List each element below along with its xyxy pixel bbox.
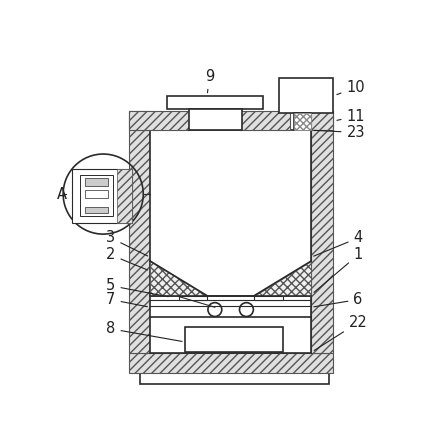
Bar <box>310 111 332 130</box>
Text: 4: 4 <box>313 230 362 256</box>
Text: 7: 7 <box>106 292 147 307</box>
Bar <box>293 113 310 130</box>
Bar <box>128 111 190 130</box>
Bar <box>72 169 132 222</box>
Bar <box>278 78 332 113</box>
Polygon shape <box>253 261 310 296</box>
Text: 9: 9 <box>204 69 214 93</box>
Bar <box>293 113 310 130</box>
Text: 2: 2 <box>106 247 147 270</box>
Bar <box>128 354 332 373</box>
Bar <box>188 109 241 130</box>
Text: 3: 3 <box>106 230 147 256</box>
Bar <box>150 130 310 354</box>
Bar <box>140 373 328 384</box>
Bar <box>80 175 113 216</box>
Text: 10: 10 <box>336 80 364 95</box>
Bar <box>184 326 282 352</box>
Bar <box>85 178 108 186</box>
Text: 22: 22 <box>313 315 367 350</box>
Bar <box>85 190 108 198</box>
Bar <box>85 207 108 214</box>
Text: 1: 1 <box>313 247 362 292</box>
Text: 6: 6 <box>313 292 362 307</box>
Bar <box>253 296 282 299</box>
Bar <box>240 111 289 130</box>
Bar <box>167 96 263 109</box>
Text: 8: 8 <box>106 321 182 342</box>
Bar <box>178 296 207 299</box>
Text: 11: 11 <box>336 109 364 124</box>
Text: 5: 5 <box>106 278 168 297</box>
Text: A: A <box>56 187 66 202</box>
Polygon shape <box>150 261 207 296</box>
Bar <box>310 111 332 354</box>
Text: 23: 23 <box>313 125 364 140</box>
Bar <box>117 169 132 222</box>
Bar <box>128 111 150 354</box>
